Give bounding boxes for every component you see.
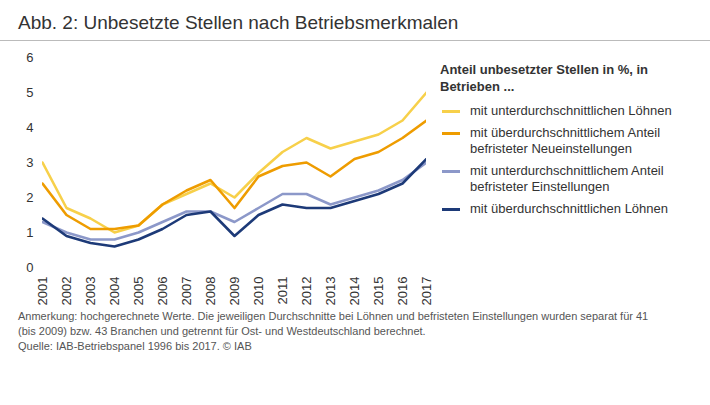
html-text:Anteil unbesetzter Stellen in: Anteil unbesetzter Stellen in %, in Betr… bbox=[440, 62, 648, 94]
svg-text:2008: 2008 bbox=[203, 277, 218, 306]
svg-text:2: 2 bbox=[26, 190, 33, 205]
html-text:mit überdurchschnittlichem Ant: mit überdurchschnittlichem Anteil befris… bbox=[470, 125, 660, 156]
html-text:mit überdurchschnittlichen Löh: mit überdurchschnittlichen Löhnen bbox=[470, 201, 668, 216]
svg-text:4: 4 bbox=[26, 120, 33, 135]
svg-text:2012: 2012 bbox=[299, 277, 314, 306]
svg-text:2002: 2002 bbox=[59, 277, 74, 306]
html-text:Abb. 2: Unbesetzte Stellen nac: Abb. 2: Unbesetzte Stellen nach Betriebs… bbox=[18, 12, 459, 33]
svg-text:2001: 2001 bbox=[35, 277, 50, 306]
svg-text:3: 3 bbox=[26, 155, 33, 170]
svg-text:2011: 2011 bbox=[275, 277, 290, 305]
svg-text:2013: 2013 bbox=[323, 277, 338, 306]
svg-text:2007: 2007 bbox=[179, 277, 194, 306]
svg-text:1: 1 bbox=[26, 225, 33, 240]
html-text:mit unterdurchschnittlichem An: mit unterdurchschnittlichem Anteil befri… bbox=[470, 163, 664, 194]
html-text:Quelle: IAB-Betriebspanel 1996: Quelle: IAB-Betriebspanel 1996 bis 2017.… bbox=[18, 340, 252, 352]
html-text:mit unterdurchschnittlichen Lö: mit unterdurchschnittlichen Löhnen bbox=[470, 103, 672, 118]
svg-text:2010: 2010 bbox=[251, 277, 266, 306]
svg-text:0: 0 bbox=[26, 260, 33, 275]
html-text:Anmerkung: hochgerechnete Wert: Anmerkung: hochgerechnete Werte. Die jew… bbox=[18, 310, 649, 337]
svg-text:2017: 2017 bbox=[419, 277, 434, 306]
svg-text:2016: 2016 bbox=[395, 277, 410, 306]
svg-text:2006: 2006 bbox=[155, 277, 170, 306]
svg-text:2015: 2015 bbox=[371, 277, 386, 306]
svg-text:2005: 2005 bbox=[131, 277, 146, 306]
svg-text:5: 5 bbox=[26, 85, 33, 100]
svg-text:2014: 2014 bbox=[347, 277, 362, 306]
svg-text:6: 6 bbox=[26, 50, 33, 65]
svg-text:2009: 2009 bbox=[227, 277, 242, 306]
svg-text:2004: 2004 bbox=[107, 277, 122, 306]
svg-text:2003: 2003 bbox=[83, 277, 98, 306]
